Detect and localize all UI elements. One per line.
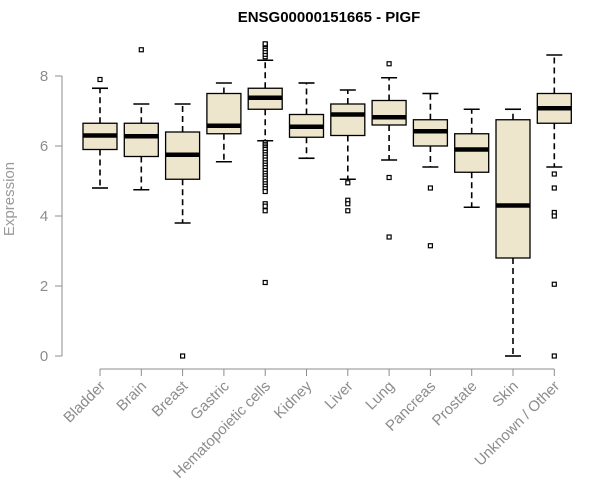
y-axis: 0 2 4 6 8 — [40, 68, 63, 365]
y-tick-label: 2 — [40, 278, 48, 295]
y-axis-label: Expression — [1, 162, 18, 236]
y-tick-label: 0 — [40, 348, 48, 365]
box-group — [330, 89, 366, 214]
outlier-point — [262, 279, 268, 286]
box-group — [495, 108, 531, 357]
outlier-point — [427, 185, 433, 191]
box-group — [288, 82, 325, 160]
outlier-point — [551, 185, 557, 191]
outlier-point — [427, 243, 433, 249]
x-tick-label: Breast — [149, 377, 192, 420]
x-tick-label: Skin — [489, 378, 522, 411]
box-group — [82, 76, 118, 189]
box-group — [536, 54, 572, 359]
y-tick-label: 6 — [40, 138, 48, 155]
outlier-point — [551, 213, 557, 219]
x-tick-label: Bladder — [60, 378, 109, 427]
y-tick-label: 4 — [40, 208, 48, 225]
outlier-point — [386, 61, 392, 67]
y-tick-label: 8 — [40, 68, 48, 85]
outlier-point — [97, 76, 103, 83]
iqr-box — [454, 133, 490, 173]
box-group — [247, 41, 283, 286]
outlier-point — [386, 174, 392, 181]
box-group — [412, 92, 449, 249]
outlier-point — [345, 201, 351, 207]
outlier-point — [345, 180, 351, 186]
outlier-point — [386, 234, 392, 240]
outlier-point — [262, 188, 268, 195]
iqr-box — [330, 103, 366, 137]
boxes-layer — [82, 41, 572, 359]
x-tick-label: Brain — [113, 378, 150, 415]
outlier-point — [262, 41, 268, 47]
outlier-point — [551, 171, 557, 177]
outlier-point — [551, 281, 557, 287]
outlier-point — [138, 47, 144, 53]
outlier-point — [345, 208, 351, 214]
x-tick-label: Kidney — [271, 377, 316, 422]
iqr-box — [371, 99, 407, 126]
box-group — [206, 82, 242, 163]
outlier-point — [551, 353, 557, 359]
box-group — [371, 61, 407, 240]
chart-title: ENSG00000151665 - PIGF — [238, 9, 421, 26]
box-group — [164, 103, 201, 359]
x-tick-label: Prostate — [429, 378, 481, 430]
outlier-point — [180, 353, 186, 359]
outlier-point — [262, 203, 268, 209]
iqr-box — [495, 119, 531, 259]
box-group — [454, 108, 490, 209]
box-group — [123, 47, 159, 191]
x-tick-label: Lung — [362, 378, 398, 414]
x-tick-label: Liver — [322, 378, 357, 413]
iqr-box — [123, 122, 159, 158]
outlier-point — [262, 208, 268, 214]
